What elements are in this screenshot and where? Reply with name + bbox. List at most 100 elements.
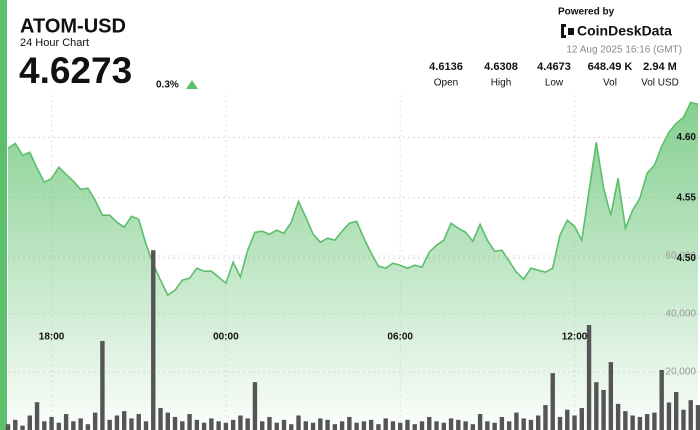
volume-bar <box>390 421 396 430</box>
volume-bar <box>477 414 483 430</box>
volume-bar <box>579 407 584 430</box>
volume-bar <box>310 422 316 430</box>
volume-bar <box>536 415 541 430</box>
volume-bar <box>557 416 563 430</box>
volume-bar <box>608 362 614 430</box>
stat-value: 4.6308 <box>484 61 518 73</box>
volume-bar <box>165 412 170 430</box>
powered-by: Powered by <box>558 7 615 18</box>
x-tick-label: 00:00 <box>213 332 239 343</box>
volume-bar <box>637 416 643 430</box>
volume-bar <box>71 421 76 430</box>
volume-bar <box>107 419 112 430</box>
stat-value: 648.49 K <box>588 61 633 73</box>
volume-bar <box>681 409 686 430</box>
volume-bar <box>434 421 439 430</box>
volume-bar <box>267 416 272 430</box>
volume-bar <box>565 409 570 430</box>
volume-bar <box>398 422 403 430</box>
volume-bar <box>623 411 628 430</box>
volume-bar <box>659 369 664 430</box>
volume-bar <box>543 405 548 430</box>
stats: 4.6136 Open 4.6308 High 4.4673 Low 648.49 K Vol… <box>429 61 679 89</box>
y2-tick-label: 20,000 <box>665 367 696 378</box>
volume-bar <box>34 402 40 430</box>
change: 0.3% <box>156 80 179 91</box>
volume-bar <box>630 415 635 430</box>
volume-bar <box>260 421 265 430</box>
volume-bar <box>514 412 519 430</box>
subtitle: 24 Hour Chart <box>20 37 89 49</box>
volume-bar <box>470 424 476 430</box>
stat-value: 4.4673 <box>537 61 571 73</box>
volume-bar <box>441 422 446 430</box>
volume-bar <box>412 424 417 430</box>
volume-bar <box>27 415 32 430</box>
y2-tick-label: 40,000 <box>665 309 696 320</box>
volume-bar <box>172 416 178 430</box>
volume-bar <box>281 419 287 430</box>
x-tick-label: 06:00 <box>387 332 413 343</box>
volume-bar <box>506 421 512 430</box>
volume-bar <box>85 424 91 430</box>
volume-bar <box>354 422 359 430</box>
volume-bar <box>448 418 454 430</box>
volume-bar <box>289 424 294 430</box>
volume-bar <box>216 421 221 430</box>
volume-bar <box>209 418 214 430</box>
volume-bar <box>122 411 127 430</box>
brand-logo: CoinDeskData <box>561 23 672 39</box>
volume-bar <box>187 414 192 430</box>
volume-bar <box>688 400 693 430</box>
volume-bar <box>13 419 18 430</box>
volume-bar <box>572 415 577 430</box>
volume-bar <box>318 418 323 430</box>
x-tick-label: 18:00 <box>39 332 65 343</box>
volume-bar <box>245 418 250 430</box>
volume-bar <box>521 418 526 430</box>
y-tick-label: 4.55 <box>677 192 697 203</box>
volume-bar <box>463 421 468 430</box>
volume-bar <box>5 424 11 430</box>
volume-bar <box>194 419 200 430</box>
volume-bar <box>238 415 243 430</box>
stat-label: Vol USD <box>641 78 679 89</box>
volume-bar <box>20 425 25 430</box>
brand: CoinDeskData <box>577 23 672 39</box>
price-line <box>7 101 699 297</box>
volume-bar <box>427 416 432 430</box>
volume-bar <box>100 340 105 430</box>
volume-bar <box>42 421 47 430</box>
volume-bar <box>180 421 185 430</box>
volume-bar <box>347 416 352 430</box>
volume-bar <box>601 389 606 430</box>
volume-bar <box>499 416 505 430</box>
volume-bar <box>419 421 425 430</box>
volume-bar <box>383 418 388 430</box>
stat-label: Low <box>545 78 564 89</box>
volume-bar <box>586 325 592 430</box>
stat-label: Vol <box>603 78 617 89</box>
volume-bar <box>492 422 497 430</box>
volume-bar <box>550 373 555 430</box>
volume-bar <box>143 421 149 430</box>
y2-tick-label: 60,000 <box>665 251 696 262</box>
volume-bar <box>361 421 367 430</box>
stat-label: High <box>491 78 512 89</box>
price-area <box>8 102 698 430</box>
volume-bar <box>136 414 141 430</box>
volume-bar <box>114 415 120 430</box>
volume-bar <box>274 422 279 430</box>
volume-bar <box>325 419 330 430</box>
volume-bar <box>695 405 700 430</box>
volume-bar <box>644 414 650 430</box>
volume-bar <box>339 421 345 430</box>
volume-bar <box>158 407 163 430</box>
volume-bar <box>151 250 156 430</box>
title: ATOM-USD <box>20 15 126 37</box>
volume-bar <box>49 416 54 430</box>
volume-bar <box>56 422 62 430</box>
y-tick-label: 4.50 <box>677 253 697 264</box>
